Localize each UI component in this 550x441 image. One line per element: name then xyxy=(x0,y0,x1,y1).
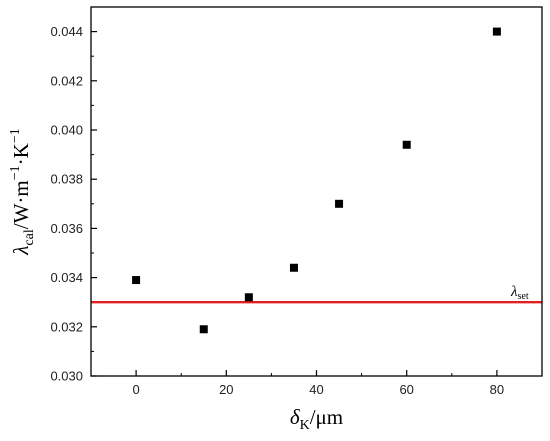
y-tick-label: 0.030 xyxy=(50,369,83,384)
y-tick-label: 0.036 xyxy=(50,221,83,236)
data-points xyxy=(132,27,501,334)
y-axis-ticks: 0.030 0.032 0.034 0.036 0.038 0.040 0.042 0.044 xyxy=(50,24,97,384)
y-tick-label: 0.034 xyxy=(50,270,83,285)
y-axis-label: λcal/W·m−1·K−1 xyxy=(8,128,37,255)
plot-frame xyxy=(90,6,543,377)
x-tick-label: 60 xyxy=(399,382,413,397)
y-tick-label: 0.032 xyxy=(50,319,83,334)
data-point xyxy=(244,293,253,302)
y-label-symbol: λ xyxy=(9,246,33,256)
data-point xyxy=(289,263,298,272)
x-label-symbol: δ xyxy=(290,405,301,429)
y-tick-label: 0.038 xyxy=(50,172,83,187)
x-axis-ticks: 0 20 40 60 80 xyxy=(90,370,543,397)
x-tick-label: 20 xyxy=(219,382,233,397)
x-label-unit: /μm xyxy=(310,405,343,429)
ref-label-sub: set xyxy=(518,291,529,302)
x-axis-label: δK/μm xyxy=(290,405,343,433)
y-label-unit: /W·m xyxy=(9,180,33,229)
data-point xyxy=(402,140,411,149)
data-point xyxy=(132,276,141,285)
data-point xyxy=(492,27,501,36)
y-label-exp2: −1 xyxy=(8,128,23,143)
y-label-sub: cal xyxy=(22,229,37,245)
x-tick-label: 40 xyxy=(309,382,323,397)
x-label-sub: K xyxy=(300,418,310,433)
data-point xyxy=(199,325,208,334)
reference-line-label: λset xyxy=(510,284,529,302)
data-point xyxy=(335,199,344,208)
x-tick-label: 0 xyxy=(132,382,139,397)
y-tick-label: 0.044 xyxy=(50,24,83,39)
y-tick-label: 0.040 xyxy=(50,123,83,138)
y-label-exp1: −1 xyxy=(8,165,23,180)
ref-label-symbol: λ xyxy=(510,284,518,300)
y-tick-label: 0.042 xyxy=(50,73,83,88)
y-label-mid: ·K xyxy=(9,143,33,165)
x-tick-label: 80 xyxy=(490,382,504,397)
